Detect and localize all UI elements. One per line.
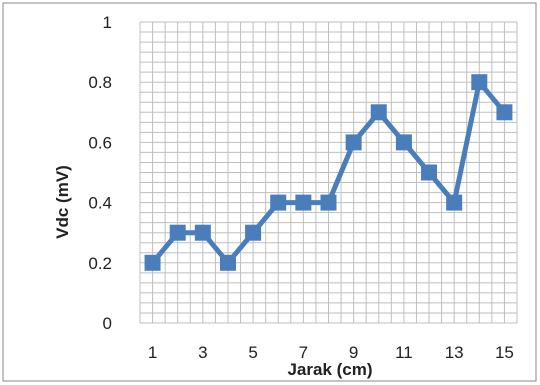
data-point — [496, 104, 513, 121]
x-tick-label: 9 — [349, 343, 358, 362]
data-point — [270, 194, 287, 211]
y-tick-label: 0.2 — [88, 254, 112, 273]
data-point — [144, 254, 161, 271]
y-axis-ticks: 0 0.2 0.4 0.6 0.8 1 — [88, 13, 112, 333]
data-point — [219, 254, 236, 271]
data-point — [370, 104, 387, 121]
x-tick-label: 1 — [148, 343, 157, 362]
data-point — [446, 194, 463, 211]
y-tick-label: 0.4 — [88, 194, 112, 213]
y-tick-label: 0.8 — [88, 73, 112, 92]
data-point — [320, 194, 337, 211]
data-point — [169, 224, 186, 241]
plot-grid — [139, 21, 518, 324]
data-point — [421, 164, 438, 181]
x-tick-label: 3 — [198, 343, 207, 362]
data-point — [345, 134, 362, 151]
x-tick-label: 15 — [495, 343, 514, 362]
x-axis-ticks: 1 3 5 7 9 11 13 15 — [148, 343, 514, 362]
data-point — [395, 134, 412, 151]
y-tick-label: 0 — [103, 314, 112, 333]
x-tick-label: 13 — [445, 343, 464, 362]
series-markers — [144, 74, 513, 271]
x-tick-label: 11 — [395, 343, 413, 362]
y-tick-label: 1 — [103, 13, 112, 32]
data-point — [245, 224, 262, 241]
y-axis-label: Vdc (mV) — [53, 165, 72, 239]
y-tick-label: 0.6 — [88, 133, 112, 152]
x-tick-label: 5 — [248, 343, 257, 362]
data-point — [471, 74, 488, 91]
x-tick-label: 7 — [299, 343, 308, 362]
data-point — [295, 194, 312, 211]
x-axis-label: Jarak (cm) — [287, 360, 372, 379]
data-point — [194, 224, 211, 241]
